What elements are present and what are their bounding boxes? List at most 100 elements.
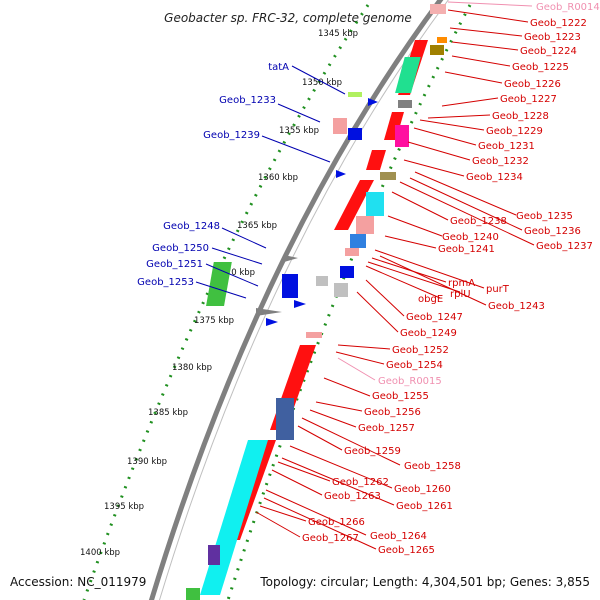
gene-label: Geob_R0015 [378, 376, 442, 387]
gene-label: Geob_1232 [472, 156, 529, 167]
gene-label: Geob_1256 [364, 407, 421, 418]
gene-block [186, 588, 200, 600]
gene-label: Geob_1255 [372, 391, 429, 402]
left-label-connectors [195, 65, 346, 299]
gene-block [348, 92, 362, 97]
gene-block [276, 398, 294, 440]
gene-label: Geob_1235 [516, 211, 573, 222]
gene-label: Geob_1229 [486, 126, 543, 137]
gene-label: tatA [268, 62, 289, 73]
rna-label-connectors [337, 1, 533, 381]
gene-block [316, 276, 328, 286]
gene-label: Geob_1264 [370, 531, 427, 542]
gene-label: rpmA [448, 278, 475, 289]
kbp-scale-track [82, 4, 370, 600]
gene-label: Geob_1237 [536, 241, 593, 252]
topology-text: Topology: circular; Length: 4,304,501 bp… [259, 575, 590, 589]
gene-block [356, 216, 374, 234]
gene-label: Geob_1266 [308, 517, 365, 528]
gene-block [395, 57, 421, 93]
gene-block [350, 234, 366, 248]
gene-block [430, 45, 444, 55]
backbone-inner-line [159, 0, 449, 600]
gene-arrow [336, 170, 346, 178]
kbp-scale-labels: 1345 kbp 1350 kbp 1355 kbp 1360 kbp 1365… [80, 29, 358, 558]
gene-block [206, 262, 232, 306]
gene-block [437, 37, 447, 43]
gene-arrow [284, 255, 298, 262]
kbp-label: 1355 kbp [279, 126, 319, 136]
gene-block [282, 274, 298, 298]
kbp-label: 1390 kbp [127, 457, 167, 467]
gene-block [333, 118, 347, 134]
map-title: Geobacter sp. FRC-32, complete genome [164, 11, 412, 25]
outer-scale-track [226, 4, 472, 600]
right-gene-labels: Geob_R0014 Geob_1222 Geob_1223 Geob_1224… [302, 2, 600, 556]
gene-label: Geob_1257 [358, 423, 415, 434]
accession-text: Accession: NC_011979 [10, 575, 146, 589]
gene-label: Geob_1247 [406, 312, 463, 323]
gene-arrow [368, 98, 378, 106]
gene-label: Geob_1263 [324, 491, 381, 502]
gene-label: Geob_1254 [386, 360, 443, 371]
gene-label: Geob_1238 [450, 216, 507, 227]
left-gene-labels: tatA Geob_1233 Geob_1239 Geob_1248 Geob_… [137, 62, 289, 288]
kbp-label: 1380 kbp [172, 363, 212, 373]
gene-label: Geob_1233 [219, 95, 276, 106]
gene-label: Geob_1236 [524, 226, 581, 237]
gene-label: Geob_1243 [488, 301, 545, 312]
gene-label: Geob_1259 [344, 446, 401, 457]
gene-label: Geob_1239 [203, 130, 260, 141]
gene-label: Geob_R0014 [536, 2, 600, 13]
gene-block [380, 172, 396, 180]
gene-block [334, 283, 348, 297]
right-label-connectors [255, 9, 535, 550]
gene-block [345, 248, 359, 256]
gene-label: Geob_1262 [332, 477, 389, 488]
gene-arrow [294, 300, 306, 308]
kbp-label: 1370 kbp [215, 268, 255, 278]
gene-label: rplU [450, 289, 471, 300]
kbp-label: 1395 kbp [104, 502, 144, 512]
kbp-label: 1350 kbp [302, 78, 342, 88]
gene-label: Geob_1225 [512, 62, 569, 73]
gene-block [366, 192, 384, 216]
gene-label: Geob_1222 [530, 18, 587, 29]
gene-arrow [384, 112, 404, 140]
gene-label: Geob_1224 [520, 46, 577, 57]
forward-strand-genes [186, 4, 447, 600]
reverse-strand-genes [206, 92, 378, 326]
gene-label: Geob_1231 [478, 141, 535, 152]
kbp-label: 1375 kbp [194, 316, 234, 326]
gene-block [200, 440, 268, 595]
gene-arrow [334, 180, 374, 230]
gene-label: Geob_1227 [500, 94, 557, 105]
gene-label: Geob_1234 [466, 172, 523, 183]
gene-arrow [348, 128, 362, 140]
kbp-label: 1365 kbp [237, 221, 277, 231]
gene-arrow [366, 150, 386, 170]
gene-label: Geob_1249 [400, 328, 457, 339]
gene-arrow [266, 318, 278, 326]
gene-label: Geob_1253 [137, 277, 194, 288]
gene-label: Geob_1265 [378, 545, 435, 556]
gene-label: Geob_1261 [396, 501, 453, 512]
gene-label: Geob_1251 [146, 259, 203, 270]
gene-label: Geob_1228 [492, 111, 549, 122]
genome-backbone [148, 0, 444, 600]
gene-label: Geob_1248 [163, 221, 220, 232]
gene-label: Geob_1223 [524, 32, 581, 43]
gene-block [208, 545, 220, 565]
kbp-label: 1360 kbp [258, 173, 298, 183]
gene-block [398, 100, 412, 108]
gene-label: Geob_1250 [152, 243, 209, 254]
gene-label: purT [486, 284, 510, 295]
gene-label: Geob_1226 [504, 79, 561, 90]
gene-label: Geob_1258 [404, 461, 461, 472]
gene-block [340, 266, 354, 278]
kbp-label: 1400 kbp [80, 548, 120, 558]
gene-label: Geob_1241 [438, 244, 495, 255]
gene-block [430, 4, 446, 14]
gene-label: Geob_1260 [394, 484, 451, 495]
